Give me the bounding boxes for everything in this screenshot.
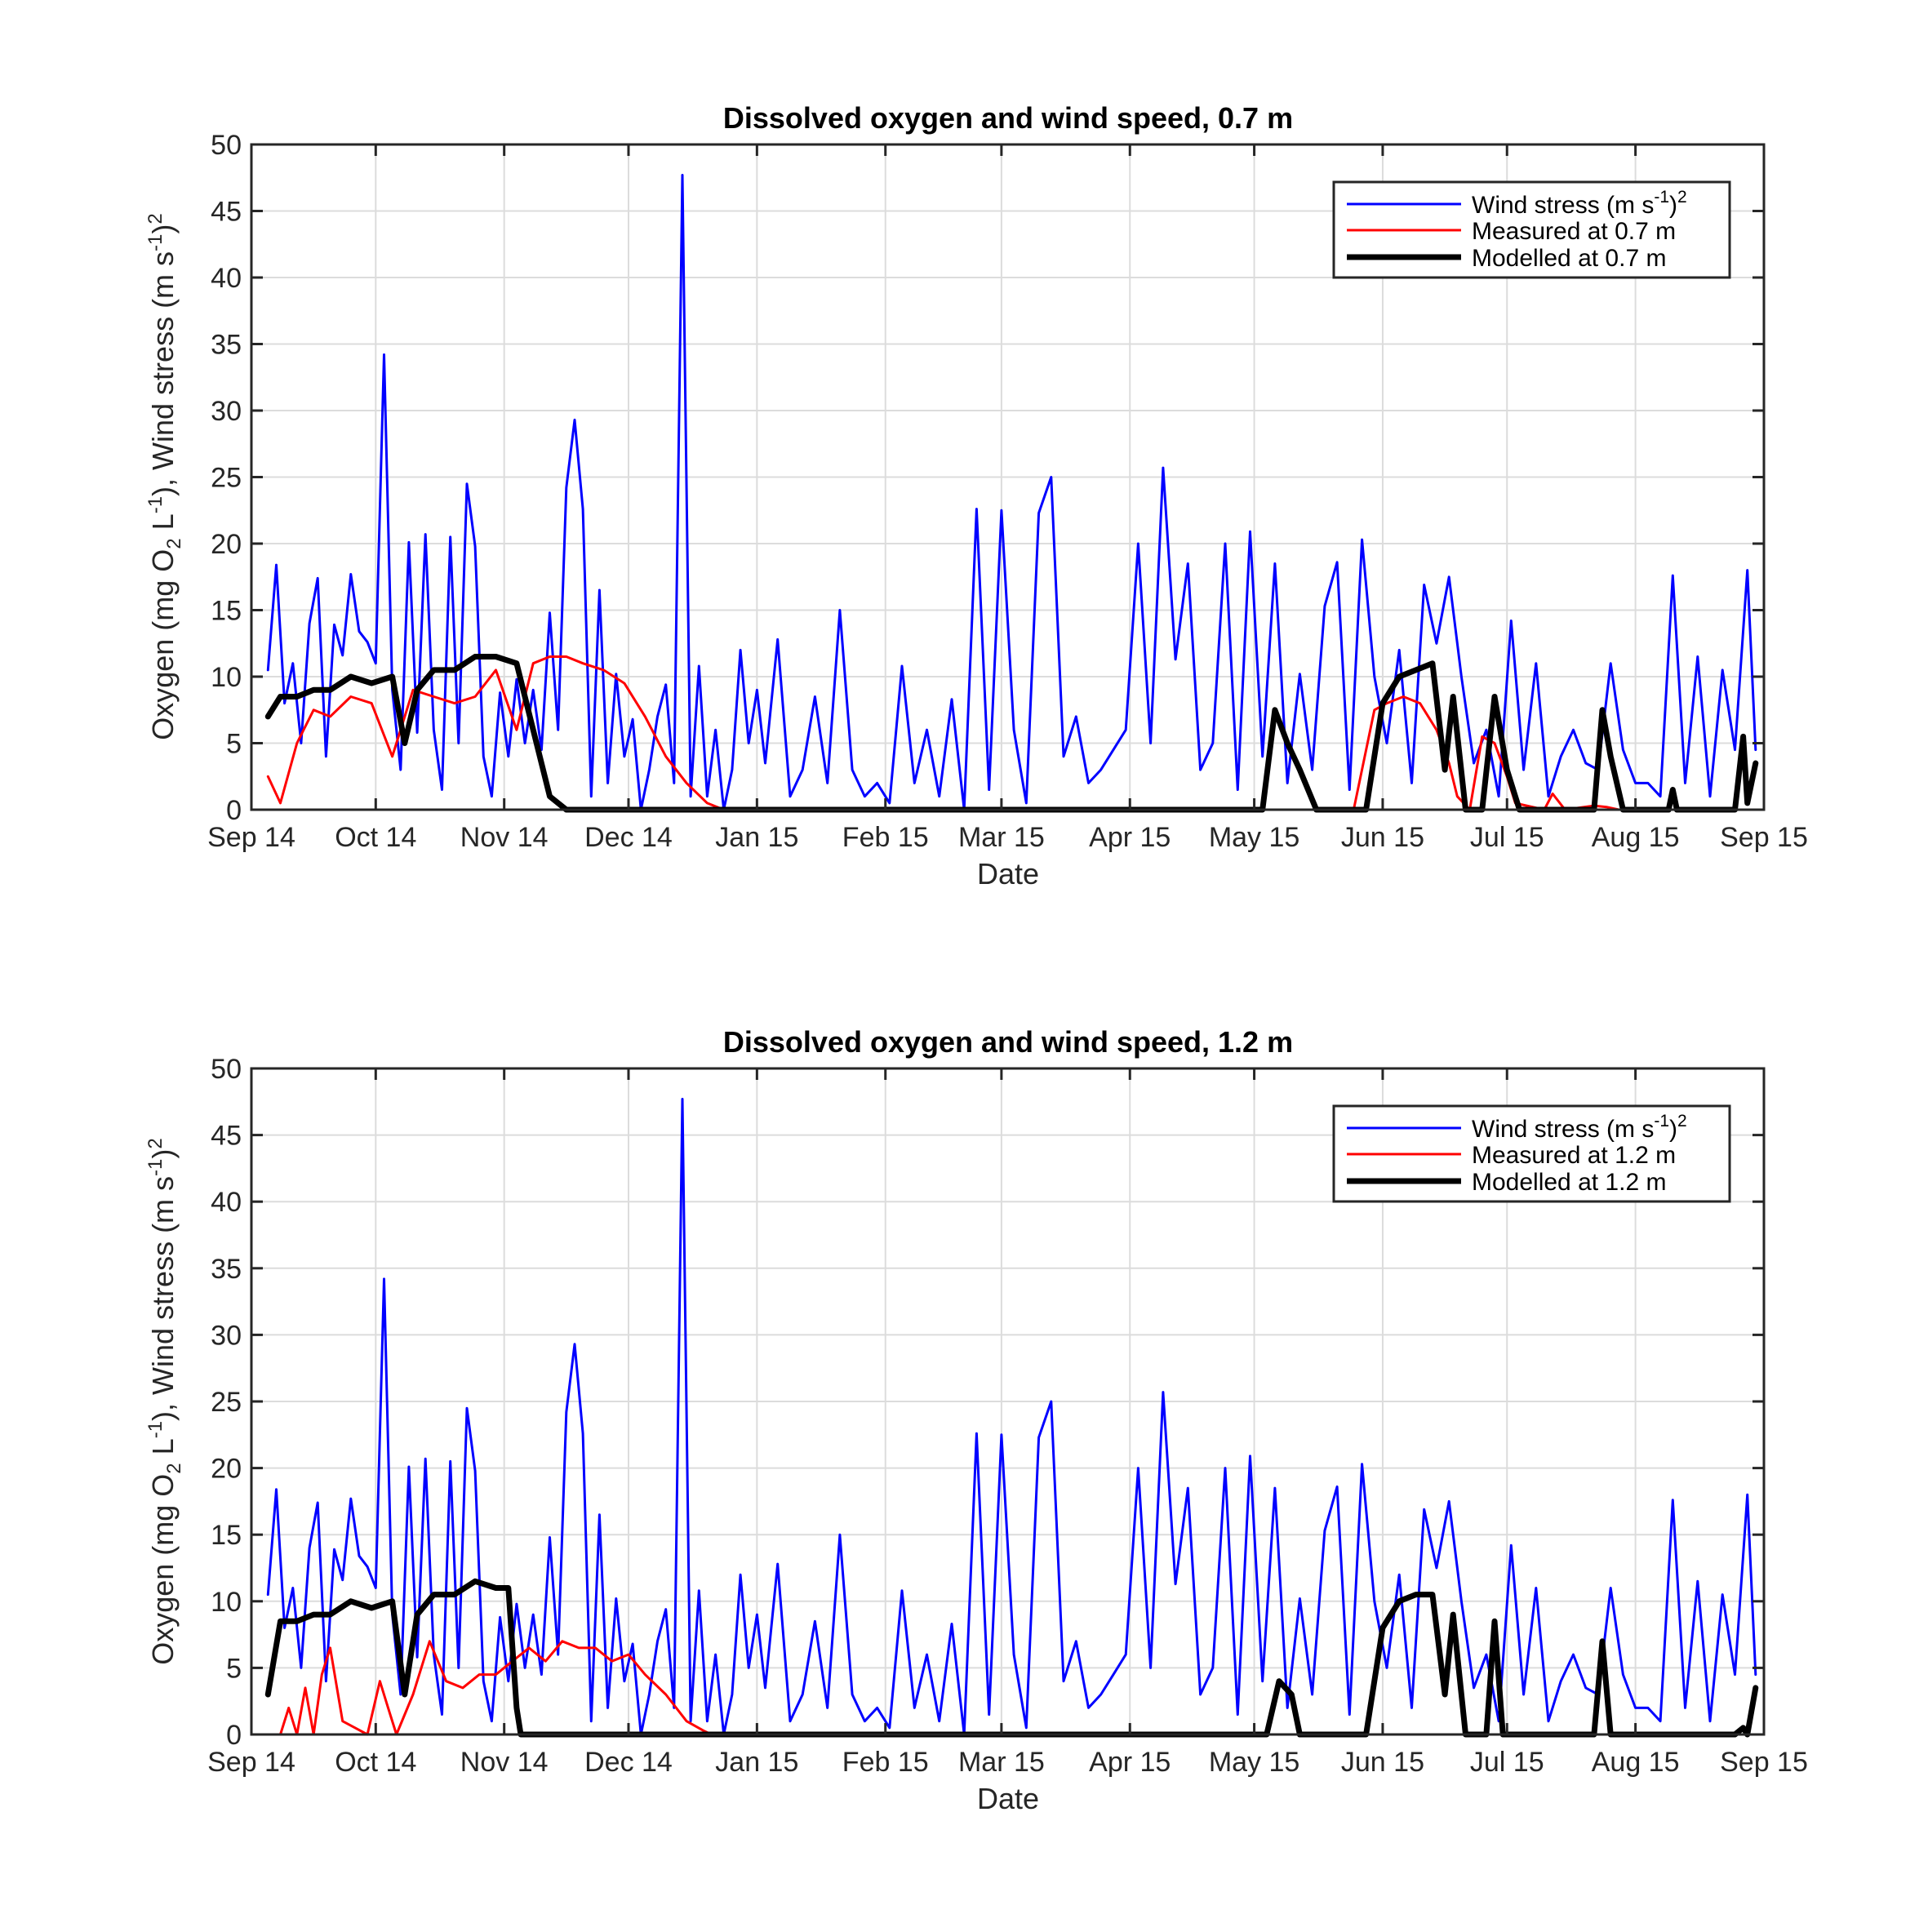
legend-entry-modelled: Modelled at 1.2 m [1472,1169,1666,1196]
y-tick-label: 25 [211,463,242,494]
y-tick-label: 45 [211,197,242,228]
series-line-wind-stress-m-s-1-2 [266,174,1757,811]
x-axis-label: Date [977,857,1039,890]
x-tick-label: Dec 14 [584,822,673,853]
x-tick-label: Mar 15 [958,822,1045,853]
x-tick-label: Sep 14 [207,822,295,853]
x-tick-label: Jan 15 [715,822,798,853]
series-line-wind-stress-m-s-1-2 [266,1098,1757,1736]
y-tick-label: 5 [226,729,242,760]
y-tick-label: 35 [211,1254,242,1285]
y-tick-label: 45 [211,1121,242,1152]
legend-entry-wind: Wind stress (m s-1)2 [1472,188,1687,219]
y-tick-label: 0 [226,795,242,826]
legend: Wind stress (m s-1)2 Measured at 1.2 m M… [1332,1104,1731,1203]
chart-title: Dissolved oxygen and wind speed, 1.2 m [723,1025,1293,1059]
x-tick-label: Apr 15 [1089,822,1171,853]
x-tick-label: Aug 15 [1592,1747,1680,1778]
x-tick-label: Sep 15 [1720,1747,1808,1778]
y-tick-label: 5 [226,1653,242,1684]
x-tick-label: Aug 15 [1592,822,1680,853]
axis-ticks: Sep 14 Oct 14 Nov 14 Dec 14 Jan 15 Feb 15 Mar … [207,130,1808,853]
x-tick-label: Jul 15 [1470,822,1544,853]
legend: Wind stress (m s-1)2 Measured at 0.7 m M… [1332,180,1731,279]
chart-panel-0p7m: Dissolved oxygen and wind speed, 0.7 m S… [144,101,1808,890]
x-tick-label: Nov 14 [460,822,549,853]
y-tick-label: 10 [211,1587,242,1618]
y-tick-label: 25 [211,1387,242,1418]
y-tick-label: 30 [211,1320,242,1351]
x-tick-label: Jun 15 [1341,1747,1424,1778]
x-tick-label: May 15 [1209,1747,1300,1778]
x-tick-label: Nov 14 [460,1747,549,1778]
x-tick-label: Jun 15 [1341,822,1424,853]
y-tick-label: 15 [211,596,242,627]
legend-entry-modelled: Modelled at 0.7 m [1472,245,1666,272]
series-group [264,174,1759,813]
x-tick-label: Oct 14 [335,822,416,853]
chart-title: Dissolved oxygen and wind speed, 0.7 m [723,101,1293,135]
x-axis-label: Date [977,1782,1039,1815]
y-axis-label: Oxygen (mg O2 L-1), Wind stress (m s-1)2 [144,213,185,740]
y-tick-label: 50 [211,1054,242,1085]
y-axis-label: Oxygen (mg O2 L-1), Wind stress (m s-1)2 [144,1138,185,1665]
y-tick-label: 35 [211,330,242,361]
x-tick-label: Feb 15 [842,822,929,853]
y-tick-label: 20 [211,1454,242,1485]
x-tick-label: Sep 14 [207,1747,295,1778]
y-tick-label: 15 [211,1520,242,1551]
y-tick-label: 10 [211,662,242,693]
y-tick-label: 40 [211,263,242,294]
x-tick-label: Jan 15 [715,1747,798,1778]
x-tick-label: Mar 15 [958,1747,1045,1778]
x-tick-label: Apr 15 [1089,1747,1171,1778]
x-tick-label: Feb 15 [842,1747,929,1778]
series-line-modelled-at-0-7-m [264,654,1759,813]
series-line-measured-at-1-2-m [266,1640,1757,1736]
x-tick-label: Oct 14 [335,1747,416,1778]
axis-ticks: Sep 14 Oct 14 Nov 14 Dec 14 Jan 15 Feb 15 Mar … [207,1054,1808,1778]
legend-entry-wind: Wind stress (m s-1)2 [1472,1112,1687,1143]
x-tick-label: Jul 15 [1470,1747,1544,1778]
y-tick-label: 40 [211,1187,242,1218]
y-tick-label: 50 [211,130,242,161]
x-tick-label: Sep 15 [1720,822,1808,853]
x-tick-label: Dec 14 [584,1747,673,1778]
y-tick-label: 0 [226,1720,242,1751]
y-tick-label: 30 [211,396,242,427]
legend-entry-measured: Measured at 1.2 m [1472,1142,1676,1169]
x-tick-label: May 15 [1209,822,1300,853]
legend-entry-measured: Measured at 0.7 m [1472,218,1676,245]
y-tick-label: 20 [211,529,242,560]
chart-panel-1p2m: Dissolved oxygen and wind speed, 1.2 m S… [144,1025,1808,1815]
